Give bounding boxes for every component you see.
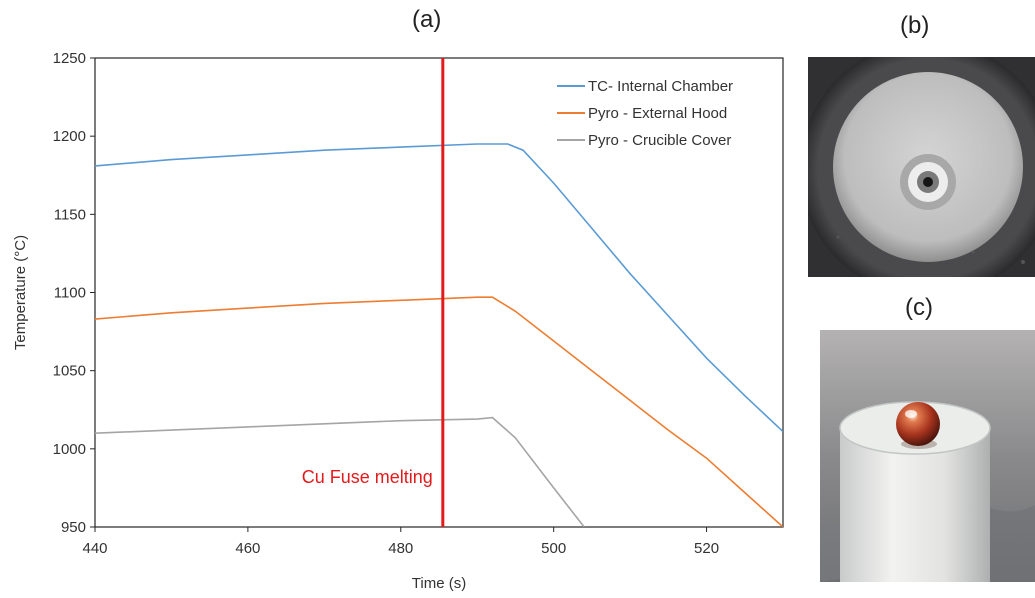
- y-tick-label: 1150: [54, 206, 86, 223]
- x-tick-label: 480: [388, 540, 413, 557]
- y-tick-label: 1050: [53, 363, 86, 380]
- legend-label-3: Pyro - Crucible Cover: [588, 132, 731, 149]
- y-tick-label: 950: [61, 519, 86, 536]
- y-tick-label: 1200: [53, 128, 86, 145]
- series-line-1: [95, 143, 783, 433]
- x-axis-label: Time (s): [412, 575, 466, 592]
- x-tick-label: 440: [82, 540, 107, 557]
- series-line-3: [95, 416, 585, 527]
- temperature-chart: 950 1000 1050 1100 1150 1200 1250 440 460 480 500 5…: [12, 50, 784, 592]
- plot-frame: [94, 57, 784, 528]
- y-tick-label: 1000: [53, 441, 86, 458]
- panel-label-b: (b): [900, 12, 930, 39]
- x-tick-label: 460: [235, 540, 260, 557]
- panel-label-a: (a): [412, 6, 442, 33]
- y-tick-label: 1100: [54, 285, 86, 302]
- x-tick-label: 500: [541, 540, 566, 557]
- crucible-top-view-photo: [808, 57, 1035, 277]
- x-tick-label: 520: [694, 540, 719, 557]
- cu-fuse-melting-label: Cu Fuse melting: [302, 467, 433, 487]
- panel-label-c: (c): [905, 294, 933, 321]
- legend-label-1: TC- Internal Chamber: [588, 78, 733, 95]
- copper-sphere-on-crucible-photo: [820, 330, 1035, 582]
- y-tick-label: 1250: [53, 50, 86, 67]
- series-line-2: [95, 296, 783, 527]
- y-axis-label: Temperature (°C): [12, 235, 29, 350]
- legend-label-2: Pyro - External Hood: [588, 105, 727, 122]
